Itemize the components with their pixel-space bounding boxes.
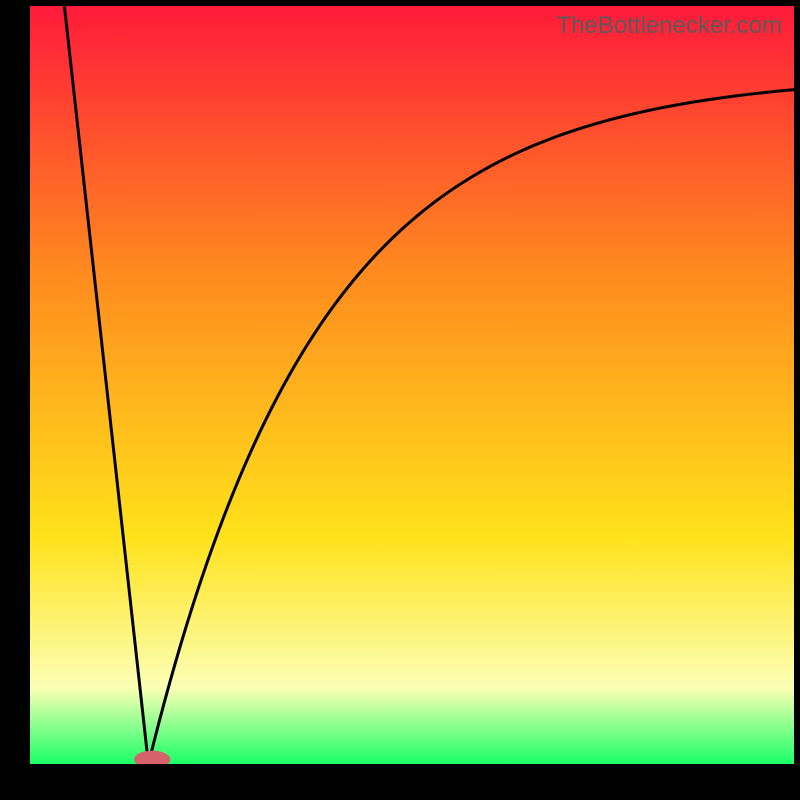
gradient-background — [30, 6, 794, 764]
plot-svg — [30, 6, 794, 764]
watermark-text: TheBottlenecker.com — [557, 12, 782, 40]
plot-area: TheBottlenecker.com — [30, 6, 794, 764]
chart-frame: TheBottlenecker.com — [0, 0, 800, 800]
bottleneck-marker — [135, 751, 170, 764]
